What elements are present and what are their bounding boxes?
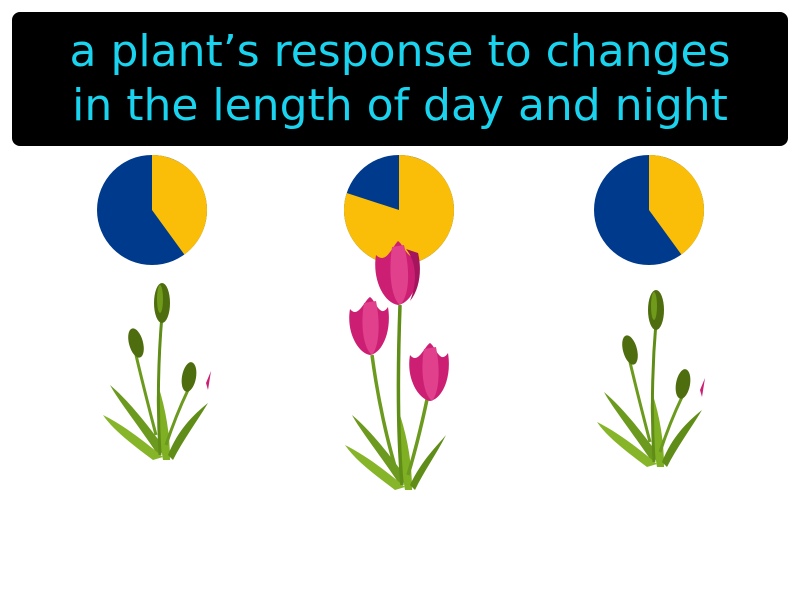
day-night-pie-1	[97, 155, 208, 265]
definition-line-1: a plant’s response to changes	[69, 26, 731, 77]
budding-plant-1	[101, 281, 213, 462]
definition-line-2: in the length of day and night	[72, 80, 728, 131]
definition-banner: a plant’s response to changes in the len…	[12, 12, 788, 146]
panel-1	[97, 155, 213, 462]
day-slice	[343, 155, 454, 265]
day-night-pie-3	[594, 155, 705, 265]
flowering-tulips	[343, 239, 451, 492]
panel-3	[594, 155, 707, 469]
day-slice	[152, 155, 208, 255]
day-night-pie-2	[343, 155, 454, 265]
budding-plant-3	[595, 288, 707, 469]
panel-2	[343, 155, 454, 492]
day-slice	[649, 155, 705, 255]
